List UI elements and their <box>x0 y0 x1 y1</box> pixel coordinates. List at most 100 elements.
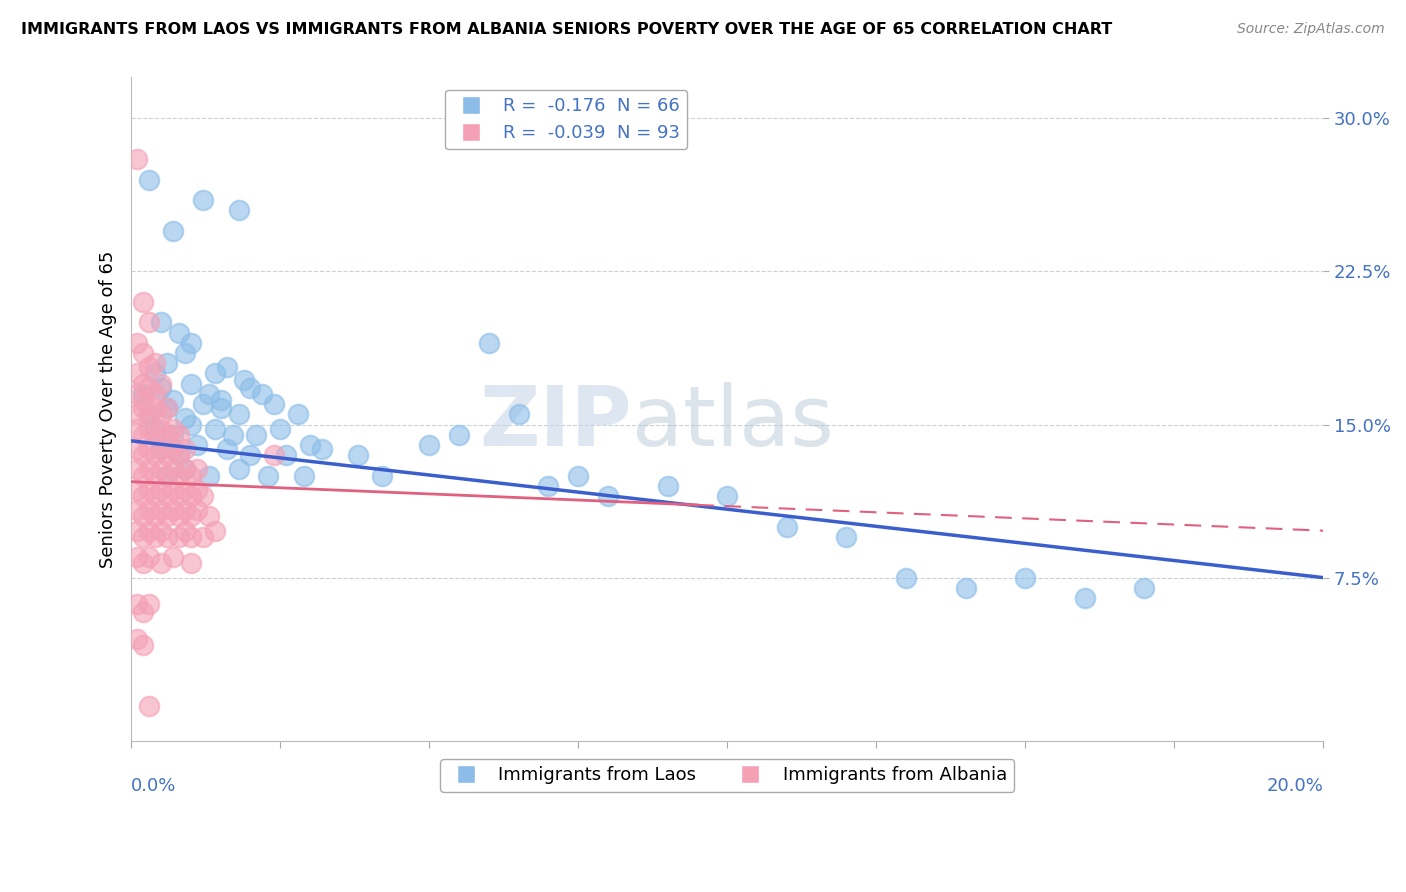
Point <box>894 571 917 585</box>
Point <box>138 524 160 538</box>
Point <box>127 462 149 476</box>
Point <box>138 315 160 329</box>
Point <box>215 360 238 375</box>
Point <box>191 397 214 411</box>
Point <box>132 638 155 652</box>
Point <box>955 581 977 595</box>
Point <box>228 462 250 476</box>
Point <box>197 387 219 401</box>
Point <box>167 326 190 340</box>
Point <box>167 489 190 503</box>
Point <box>167 530 190 544</box>
Text: Source: ZipAtlas.com: Source: ZipAtlas.com <box>1237 22 1385 37</box>
Point <box>162 483 184 497</box>
Point <box>156 468 179 483</box>
Point <box>162 442 184 456</box>
Point <box>150 381 173 395</box>
Point <box>1074 591 1097 605</box>
Point <box>269 421 291 435</box>
Point <box>173 462 195 476</box>
Point <box>173 503 195 517</box>
Point <box>180 557 202 571</box>
Point <box>204 524 226 538</box>
Point <box>143 530 166 544</box>
Point <box>204 421 226 435</box>
Point <box>173 442 195 456</box>
Point <box>186 462 208 476</box>
Legend: Immigrants from Laos, Immigrants from Albania: Immigrants from Laos, Immigrants from Al… <box>440 759 1014 791</box>
Point <box>156 427 179 442</box>
Point <box>162 503 184 517</box>
Point <box>138 550 160 565</box>
Point <box>138 360 160 375</box>
Text: ZIP: ZIP <box>479 382 631 463</box>
Point <box>143 448 166 462</box>
Point <box>150 442 173 456</box>
Point <box>167 427 190 442</box>
Point <box>143 489 166 503</box>
Point <box>292 468 315 483</box>
Point <box>138 172 160 186</box>
Point <box>197 468 219 483</box>
Point <box>156 401 179 416</box>
Point <box>132 376 155 391</box>
Point <box>537 479 560 493</box>
Point <box>186 503 208 517</box>
Point <box>180 376 202 391</box>
Point <box>173 524 195 538</box>
Point <box>167 448 190 462</box>
Point <box>418 438 440 452</box>
Y-axis label: Seniors Poverty Over the Age of 65: Seniors Poverty Over the Age of 65 <box>100 251 117 568</box>
Point <box>143 509 166 524</box>
Point <box>370 468 392 483</box>
Point <box>508 407 530 421</box>
Point <box>127 550 149 565</box>
Point <box>138 699 160 714</box>
Point <box>346 448 368 462</box>
Point <box>156 356 179 370</box>
Text: atlas: atlas <box>631 382 834 463</box>
Point <box>143 421 166 435</box>
Point <box>156 509 179 524</box>
Point <box>150 442 173 456</box>
Point <box>162 392 184 407</box>
Point <box>127 335 149 350</box>
Point <box>127 442 149 456</box>
Point <box>263 448 285 462</box>
Point <box>180 468 202 483</box>
Point <box>835 530 858 544</box>
Point <box>132 401 155 416</box>
Point <box>1133 581 1156 595</box>
Point <box>162 427 184 442</box>
Point <box>567 468 589 483</box>
Point <box>132 489 155 503</box>
Point <box>143 367 166 381</box>
Point <box>167 468 190 483</box>
Point <box>167 448 190 462</box>
Point <box>239 381 262 395</box>
Point <box>204 367 226 381</box>
Point <box>167 509 190 524</box>
Point <box>132 468 155 483</box>
Point <box>143 356 166 370</box>
Point <box>143 468 166 483</box>
Point <box>287 407 309 421</box>
Point <box>257 468 280 483</box>
Point <box>447 427 470 442</box>
Point <box>263 397 285 411</box>
Point <box>150 557 173 571</box>
Point <box>228 203 250 218</box>
Point <box>233 373 256 387</box>
Point <box>173 346 195 360</box>
Point <box>776 519 799 533</box>
Point <box>245 427 267 442</box>
Point <box>150 407 173 421</box>
Point <box>132 448 155 462</box>
Point <box>239 448 262 462</box>
Point <box>138 442 160 456</box>
Point <box>132 605 155 619</box>
Point <box>209 401 232 416</box>
Point <box>132 392 155 407</box>
Point <box>276 448 298 462</box>
Point <box>132 387 155 401</box>
